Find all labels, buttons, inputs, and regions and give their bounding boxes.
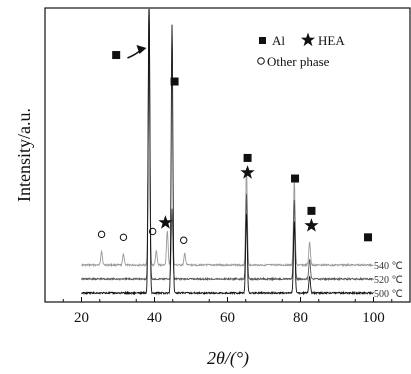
other-phase-circle-marker (148, 227, 157, 236)
series-labels: 540 ℃ 520 ℃ 500 ℃ (374, 261, 403, 300)
legend-star-icon (300, 32, 316, 47)
other-phase-circle-marker (180, 236, 188, 244)
other-phase-circle-marker (119, 233, 128, 242)
plot-frame (44, 7, 411, 303)
al-square-marker (364, 233, 373, 242)
y-axis-title: Intensity/a.u. (14, 108, 34, 202)
al-square-marker (112, 51, 121, 60)
x-tick-label: 60 (220, 310, 235, 326)
series-temp-label: 500 ℃ (374, 289, 403, 300)
legend: Al HEA Other phase (257, 32, 345, 69)
legend-label-hea: HEA (318, 33, 345, 48)
x-tick-label: 100 (362, 310, 385, 326)
series-line (81, 8, 374, 268)
hea-star-marker (158, 215, 173, 229)
legend-label-other: Other phase (267, 54, 330, 69)
x-tick-label: 40 (147, 310, 162, 326)
x-axis-title: 2θ/(°) (207, 348, 249, 369)
series-line (81, 24, 374, 282)
x-tick-label: 20 (74, 310, 89, 326)
arrow-shaft (127, 49, 142, 59)
peak-arrow (127, 45, 147, 59)
legend-circle-icon (257, 57, 265, 65)
arrow-head (136, 45, 147, 54)
other-phase-circle-marker (97, 230, 106, 239)
al-square-marker (243, 153, 252, 162)
al-square-marker (291, 174, 300, 183)
hea-star-marker (240, 165, 255, 179)
al-square-marker (307, 206, 316, 215)
series-line (81, 8, 374, 296)
x-ticks: 20 40 60 80 100 (62, 297, 393, 326)
al-square-marker (170, 77, 179, 86)
x-tick-label: 80 (293, 310, 308, 326)
legend-square-icon (259, 37, 266, 44)
hea-star-marker (304, 218, 319, 232)
series-temp-label: 540 ℃ (374, 261, 403, 272)
series-temp-label: 520 ℃ (374, 275, 403, 286)
legend-label-al: Al (272, 33, 285, 48)
series-lines (81, 8, 374, 296)
phase-markers (97, 51, 373, 244)
